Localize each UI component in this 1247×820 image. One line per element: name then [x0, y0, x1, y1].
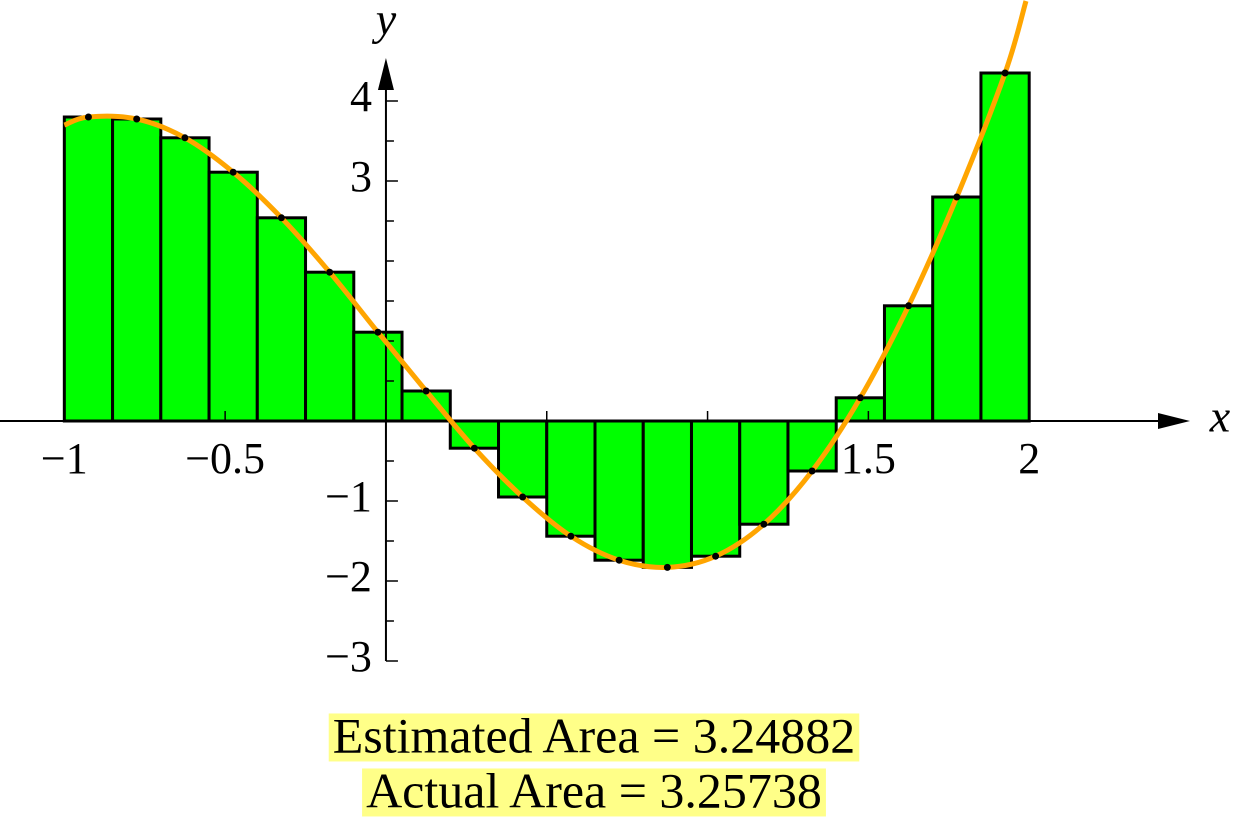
x-tick-label: 1.5: [841, 434, 896, 483]
midpoint-dot: [519, 493, 527, 501]
x-axis-arrow: [1158, 413, 1190, 429]
y-tick-label: −3: [325, 632, 372, 681]
annotation: Actual Area = 3.25738: [366, 762, 822, 818]
midpoint-dot: [953, 193, 961, 201]
midpoint-dot: [808, 467, 816, 475]
midpoint-dot: [277, 214, 285, 222]
midpoint-dot: [133, 115, 141, 123]
midpoint-dot: [326, 268, 334, 276]
y-axis-arrow: [377, 58, 394, 90]
midpoint-dot: [712, 552, 720, 560]
y-axis-label: y: [372, 0, 397, 45]
annotation: Estimated Area = 3.24882: [333, 707, 856, 763]
bar: [111, 117, 163, 423]
bar: [882, 304, 935, 423]
y-tick-label: −1: [325, 472, 372, 521]
midpoint-dot: [567, 532, 575, 540]
x-tick-label: 2: [1018, 434, 1040, 483]
bar: [400, 389, 452, 423]
bar: [497, 419, 549, 499]
annotation-backgrounds: [328, 713, 860, 817]
annotation-background: [362, 768, 826, 817]
bar: [641, 419, 693, 569]
y-tick-label: −2: [325, 552, 372, 601]
y-tick-label: 4: [350, 72, 372, 121]
midpoint-dot: [856, 394, 864, 402]
annotation-background: [328, 713, 860, 762]
midpoint-dot: [615, 556, 623, 564]
midpoint-dot: [1001, 69, 1009, 77]
bar: [689, 419, 742, 558]
midpoint-dot: [229, 168, 237, 176]
y-tick-label: 3: [350, 152, 372, 201]
bar: [207, 170, 259, 423]
bar: [352, 330, 404, 423]
midpoint-dot: [84, 113, 92, 121]
midpoint-dot: [374, 328, 382, 336]
midpoint-dot: [422, 387, 430, 395]
bar: [545, 419, 597, 538]
midpoint-dot: [760, 520, 768, 528]
bar: [159, 136, 211, 423]
x-tick-label: −0.5: [185, 434, 265, 483]
midpoint-dot: [905, 302, 913, 310]
bar: [62, 115, 115, 423]
midpoint-dot: [470, 444, 478, 452]
midpoint-dot: [663, 563, 671, 571]
x-tick-label: −1: [41, 434, 88, 483]
bar: [255, 216, 308, 423]
midpoint-dot: [181, 134, 189, 142]
bar: [593, 419, 645, 562]
x-axis-label: x: [1209, 391, 1231, 442]
